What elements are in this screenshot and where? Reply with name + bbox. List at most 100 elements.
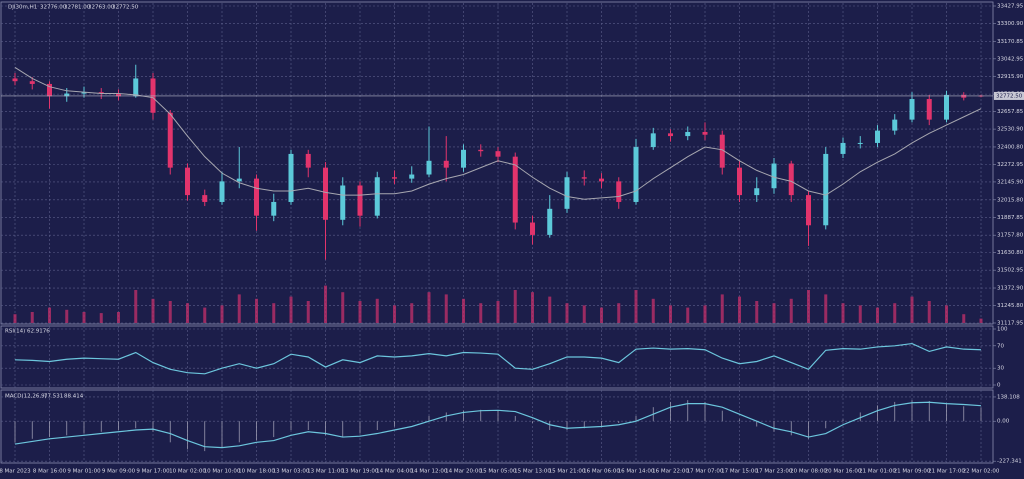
volume-bar: [375, 298, 379, 323]
macd-bar: [290, 421, 292, 431]
candle-body: [892, 119, 898, 131]
y-tick-label: -227.341: [997, 459, 1022, 465]
x-tick-label: 10 Mar 18:00: [238, 469, 275, 475]
volume-bar: [858, 305, 862, 323]
volume-bar: [910, 296, 914, 323]
candle-body: [374, 177, 380, 216]
volume-bar: [168, 301, 172, 323]
volume-bar: [945, 305, 948, 323]
volume-bar: [82, 312, 86, 323]
candle-body: [806, 195, 811, 226]
x-tick-label: 16 Mar 22:00: [652, 469, 689, 475]
y-tick-label: 30: [997, 366, 1004, 372]
candle-body: [823, 153, 829, 226]
macd-bar: [342, 421, 344, 438]
y-tick-label: 32530.90: [997, 127, 1024, 133]
candle-body: [581, 177, 587, 179]
volume-bar: [479, 303, 483, 323]
x-tick-label: 22 Mar 02:00: [963, 469, 1000, 475]
x-tick-label: 17 Mar 23:00: [756, 469, 793, 475]
x-tick-label: 9 Mar 17:00: [136, 469, 170, 475]
macd-bar: [135, 421, 137, 429]
volume-bar: [531, 292, 534, 323]
y-tick-label: 0.00: [997, 419, 1010, 425]
macd-signal-value: 88.414: [64, 394, 84, 400]
candle-body: [98, 92, 104, 94]
y-tick-label: 31372.90: [997, 286, 1024, 292]
candle-body: [305, 153, 311, 168]
candle-body: [64, 93, 70, 97]
signal-line: [14, 401, 982, 449]
y-tick-label: 70: [997, 343, 1004, 349]
y-tick-label: 100: [997, 327, 1008, 333]
header: DJI30m,H1 32776.00 32781.00 32763.00 327…: [5, 5, 139, 400]
macd-bar: [566, 421, 568, 431]
macd-bar: [894, 401, 896, 422]
volume-bar: [824, 294, 828, 323]
symbol: DJI30m,H1: [8, 5, 37, 11]
volume-bar: [13, 314, 17, 323]
volume-bar: [513, 290, 517, 323]
volume-bar: [48, 307, 51, 323]
y-tick-label: 31245.80: [997, 303, 1024, 309]
volume-bar: [755, 301, 759, 323]
y-tick-label: 33300.90: [997, 21, 1024, 27]
macd-bar: [721, 410, 723, 422]
volume-bar: [99, 313, 103, 323]
candle-body: [961, 94, 967, 98]
macd-bar: [928, 401, 930, 422]
macd-bar: [618, 421, 620, 423]
volume-bar: [496, 301, 500, 323]
volume-bar: [876, 307, 879, 323]
macd-bar: [307, 421, 309, 431]
macd-bar: [773, 421, 775, 432]
macd-bar: [946, 403, 947, 422]
rsi-line: [14, 342, 982, 375]
candle-body: [47, 83, 52, 97]
y-tick-label: 31757.80: [997, 233, 1024, 239]
candle-body: [288, 153, 294, 202]
volume-bar: [30, 312, 34, 323]
volume-bar: [669, 305, 672, 323]
candle-body: [926, 99, 932, 120]
candle-body: [512, 156, 518, 223]
main-panel: [0, 1, 994, 325]
y-tick-label: 32272.95: [997, 162, 1024, 168]
volume-bar: [979, 318, 983, 323]
macd-bar: [480, 409, 482, 422]
candle-body: [530, 222, 535, 235]
candle-body: [685, 131, 691, 137]
macd-bar: [14, 421, 16, 443]
candle-body: [219, 181, 225, 202]
volume-bar: [807, 290, 810, 323]
macd-bar: [325, 421, 326, 436]
x-tick-label: 14 Mar 12:00: [411, 469, 448, 475]
candle-body: [944, 94, 949, 120]
x-tick-label: 15 Mar 13:00: [514, 469, 551, 475]
x-tick-label: 17 Mar 15:00: [721, 469, 758, 475]
macd-bar: [756, 421, 758, 427]
volume-bar: [462, 298, 465, 323]
volume-bar: [772, 303, 776, 323]
macd-bar: [376, 421, 378, 431]
candle-body: [202, 195, 208, 202]
y-tick-label: 33427.95: [997, 4, 1024, 10]
macd-bar: [704, 401, 706, 422]
volume-bar: [962, 314, 966, 323]
candle-body: [461, 149, 466, 168]
candle-body: [564, 177, 570, 209]
x-tick-label: 21 Mar 09:00: [894, 469, 931, 475]
x-tick-label: 16 Mar 06:00: [583, 469, 620, 475]
x-tick-label: 14 Mar 04:00: [376, 469, 413, 475]
x-tick-label: 16 Mar 14:00: [618, 469, 655, 475]
candle-body: [236, 178, 242, 182]
volume-bar: [893, 303, 897, 323]
macd-bar: [31, 421, 33, 439]
macd-bar: [273, 421, 275, 438]
macd-bar: [49, 421, 50, 438]
macd-bar: [739, 419, 740, 422]
volume-bar: [565, 303, 569, 323]
macd-bar: [204, 421, 206, 452]
macd-bar: [790, 421, 792, 436]
